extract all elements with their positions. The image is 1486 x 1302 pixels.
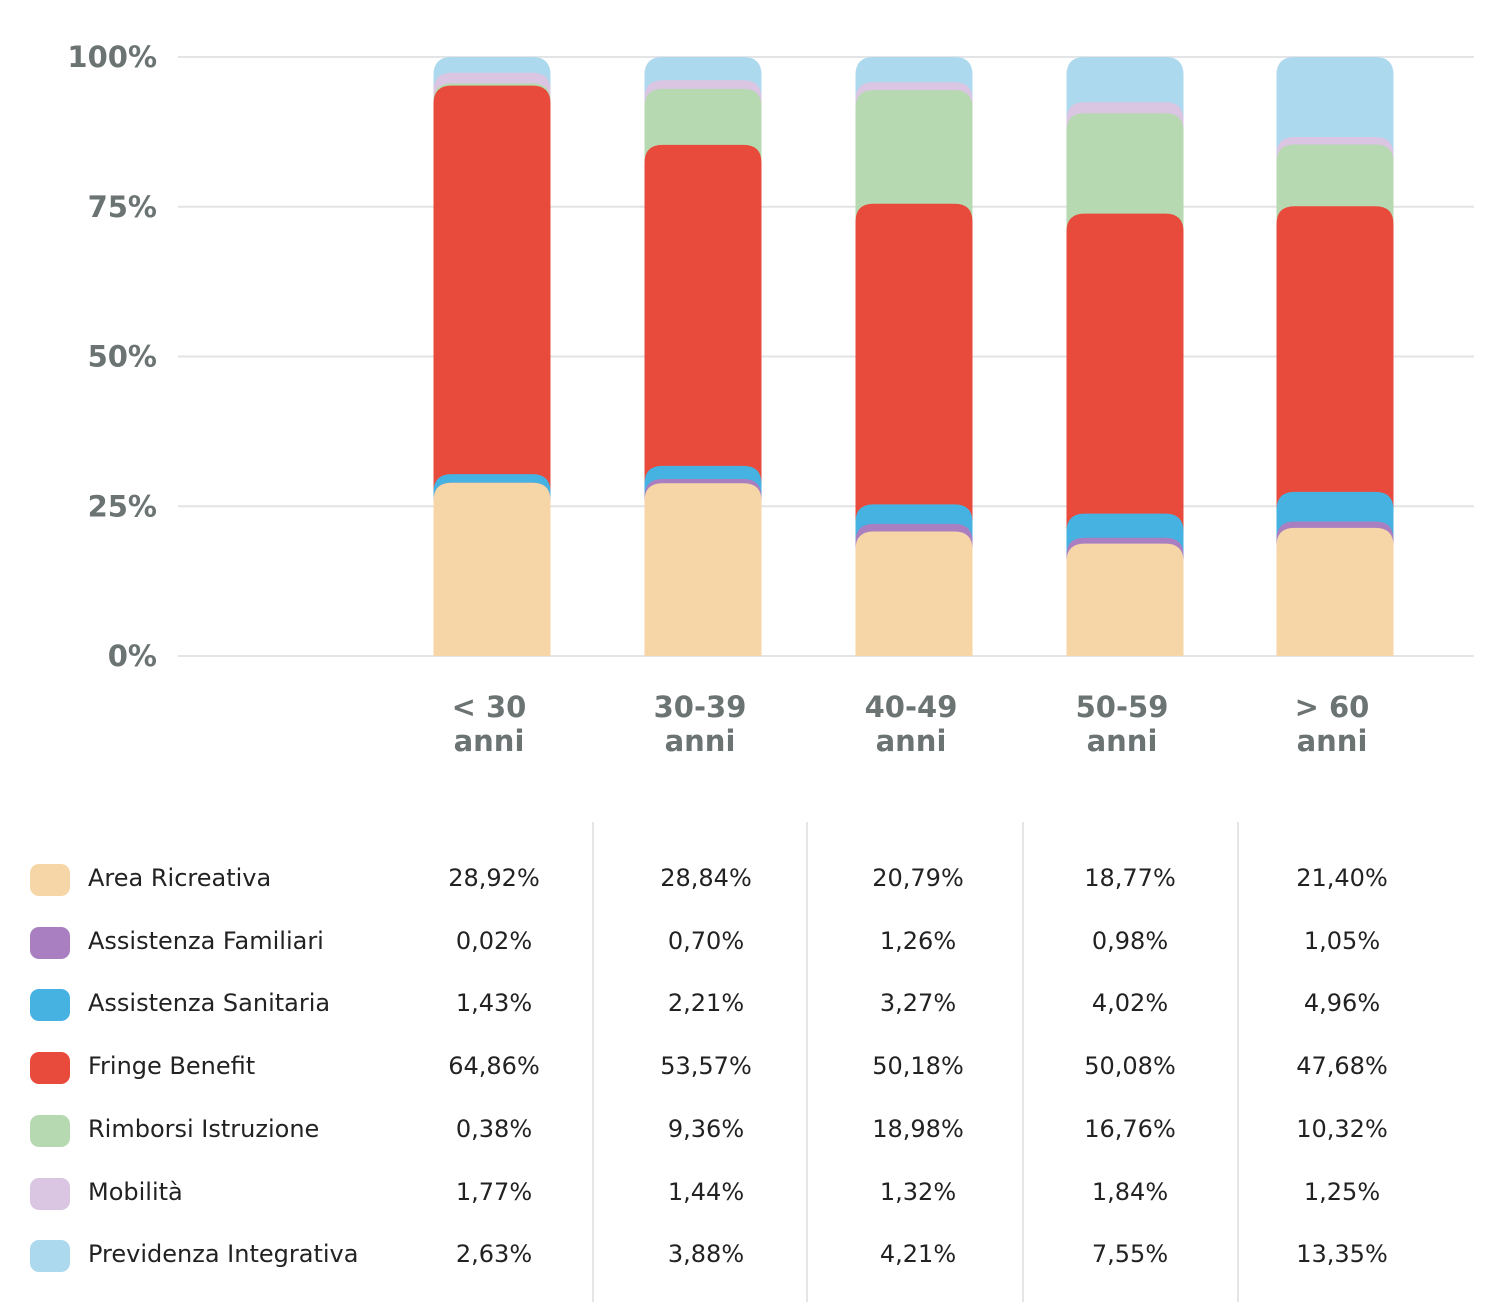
bar-stack bbox=[1276, 57, 1394, 657]
data-label: 64,86% bbox=[448, 1052, 540, 1081]
data-label: 2,21% bbox=[667, 989, 745, 1018]
legend-row: Fringe Benefit 64,86% 53,57% 50,18% 50,08% 47… bbox=[0, 1050, 1486, 1090]
x-tick-label: anni bbox=[1087, 724, 1158, 758]
x-tick-label: 30-39 bbox=[654, 690, 747, 724]
x-tick-label: anni bbox=[454, 724, 525, 758]
legend-label: Area Ricreativa bbox=[88, 864, 272, 892]
bar-stack bbox=[433, 57, 551, 656]
x-tick-label: < 30 bbox=[452, 690, 527, 724]
y-tick-label: 50% bbox=[88, 340, 157, 374]
legend-value-table: Area Ricreativa 28,92% 28,84% 20,79% 18,77% 2… bbox=[0, 822, 1486, 1302]
x-tick-label: anni bbox=[1297, 724, 1368, 758]
data-label: 28,84% bbox=[660, 864, 752, 892]
x-tick-label: anni bbox=[665, 724, 736, 758]
column-divider bbox=[806, 822, 808, 1302]
data-label: 4,21% bbox=[879, 1240, 957, 1269]
legend-row: Rimborsi Istruzione 0,38% 9,36% 18,98% 16,76… bbox=[0, 1113, 1486, 1153]
bar-stack bbox=[855, 57, 973, 656]
x-tick-label: 50-59 bbox=[1076, 690, 1169, 724]
x-tick-label: anni bbox=[876, 724, 947, 758]
legend-row: Assistenza Familiari 0,02% 0,70% 1,26% 0,98%… bbox=[0, 925, 1486, 965]
legend-swatch bbox=[30, 989, 70, 1022]
data-label: 10,32% bbox=[1296, 1114, 1388, 1143]
bar-segment bbox=[644, 483, 762, 656]
data-label: 1,26% bbox=[879, 926, 957, 955]
data-label: 13,35% bbox=[1296, 1240, 1388, 1269]
bar-stack bbox=[1066, 57, 1184, 657]
legend-row: Previdenza Integrativa 2,63% 3,88% 4,21% 7,5… bbox=[0, 1238, 1486, 1278]
data-label: 4,96% bbox=[1303, 989, 1381, 1018]
data-label: 18,98% bbox=[872, 1114, 964, 1143]
data-label: 18,77% bbox=[1084, 864, 1176, 892]
legend-label: Assistenza Sanitaria bbox=[88, 989, 331, 1018]
legend-label: Mobilità bbox=[88, 1177, 183, 1206]
legend-row: Assistenza Sanitaria 1,43% 2,21% 3,27% 4,02%… bbox=[0, 987, 1486, 1027]
data-label: 50,08% bbox=[1084, 1052, 1176, 1081]
legend-row: Mobilità 1,77% 1,44% 1,32% 1,84% 1,25% bbox=[0, 1176, 1486, 1216]
data-label: 0,70% bbox=[667, 926, 745, 955]
column-divider bbox=[1237, 822, 1239, 1302]
legend-label: Previdenza Integrativa bbox=[88, 1240, 359, 1269]
column-divider bbox=[1022, 822, 1024, 1302]
legend-swatch bbox=[30, 1177, 70, 1210]
bar-stack bbox=[644, 57, 762, 656]
x-tick-label: 40-49 bbox=[865, 690, 958, 724]
data-label: 16,76% bbox=[1084, 1114, 1176, 1143]
data-label: 1,32% bbox=[879, 1177, 957, 1206]
data-label: 28,92% bbox=[448, 864, 540, 892]
bar-segment bbox=[855, 531, 973, 656]
data-label: 1,43% bbox=[455, 989, 533, 1018]
data-label: 2,63% bbox=[455, 1240, 533, 1269]
data-label: 47,68% bbox=[1296, 1052, 1388, 1081]
legend-label: Assistenza Familiari bbox=[88, 926, 324, 955]
legend-swatch bbox=[30, 1052, 70, 1085]
legend-label: Rimborsi Istruzione bbox=[88, 1114, 320, 1143]
data-label: 1,44% bbox=[667, 1177, 745, 1206]
legend-label: Fringe Benefit bbox=[88, 1052, 256, 1081]
data-label: 3,27% bbox=[879, 989, 957, 1018]
data-label: 50,18% bbox=[872, 1052, 964, 1081]
data-label: 9,36% bbox=[667, 1114, 745, 1143]
y-tick-label: 0% bbox=[108, 639, 157, 673]
legend-row: Area Ricreativa 28,92% 28,84% 20,79% 18,77% 2… bbox=[0, 862, 1486, 902]
data-label: 1,05% bbox=[1303, 926, 1381, 955]
data-label: 4,02% bbox=[1091, 989, 1169, 1018]
data-label: 1,25% bbox=[1303, 1177, 1381, 1206]
data-label: 1,84% bbox=[1091, 1177, 1169, 1206]
y-tick-label: 100% bbox=[67, 40, 157, 74]
data-label: 0,98% bbox=[1091, 926, 1169, 955]
bar-segment bbox=[1066, 543, 1184, 656]
legend-swatch bbox=[30, 926, 70, 959]
data-label: 3,88% bbox=[667, 1240, 745, 1269]
grid-lines bbox=[178, 56, 1474, 657]
bars bbox=[433, 57, 1394, 657]
column-divider bbox=[592, 822, 594, 1302]
y-tick-label: 25% bbox=[88, 489, 157, 523]
data-label: 0,38% bbox=[455, 1114, 533, 1143]
legend-swatch bbox=[30, 1114, 70, 1147]
y-tick-label: 75% bbox=[88, 190, 157, 224]
x-tick-label: > 60 bbox=[1295, 690, 1370, 724]
y-axis: 0% 25% 50% 75% 100% bbox=[67, 40, 157, 673]
data-label: 7,55% bbox=[1091, 1240, 1169, 1269]
legend-swatch bbox=[30, 864, 70, 896]
legend-swatch bbox=[30, 1240, 70, 1273]
stacked-bar-chart: 0%25%50%75%100% < 30anni30-39anni40-49an… bbox=[67, 40, 1474, 758]
data-label: 1,77% bbox=[455, 1177, 533, 1206]
data-label: 53,57% bbox=[660, 1052, 752, 1081]
data-label: 0,02% bbox=[455, 926, 533, 955]
data-label: 20,79% bbox=[872, 864, 964, 892]
bar-segment bbox=[1276, 527, 1394, 656]
data-label: 21,40% bbox=[1296, 864, 1388, 892]
bar-segment bbox=[433, 482, 551, 656]
